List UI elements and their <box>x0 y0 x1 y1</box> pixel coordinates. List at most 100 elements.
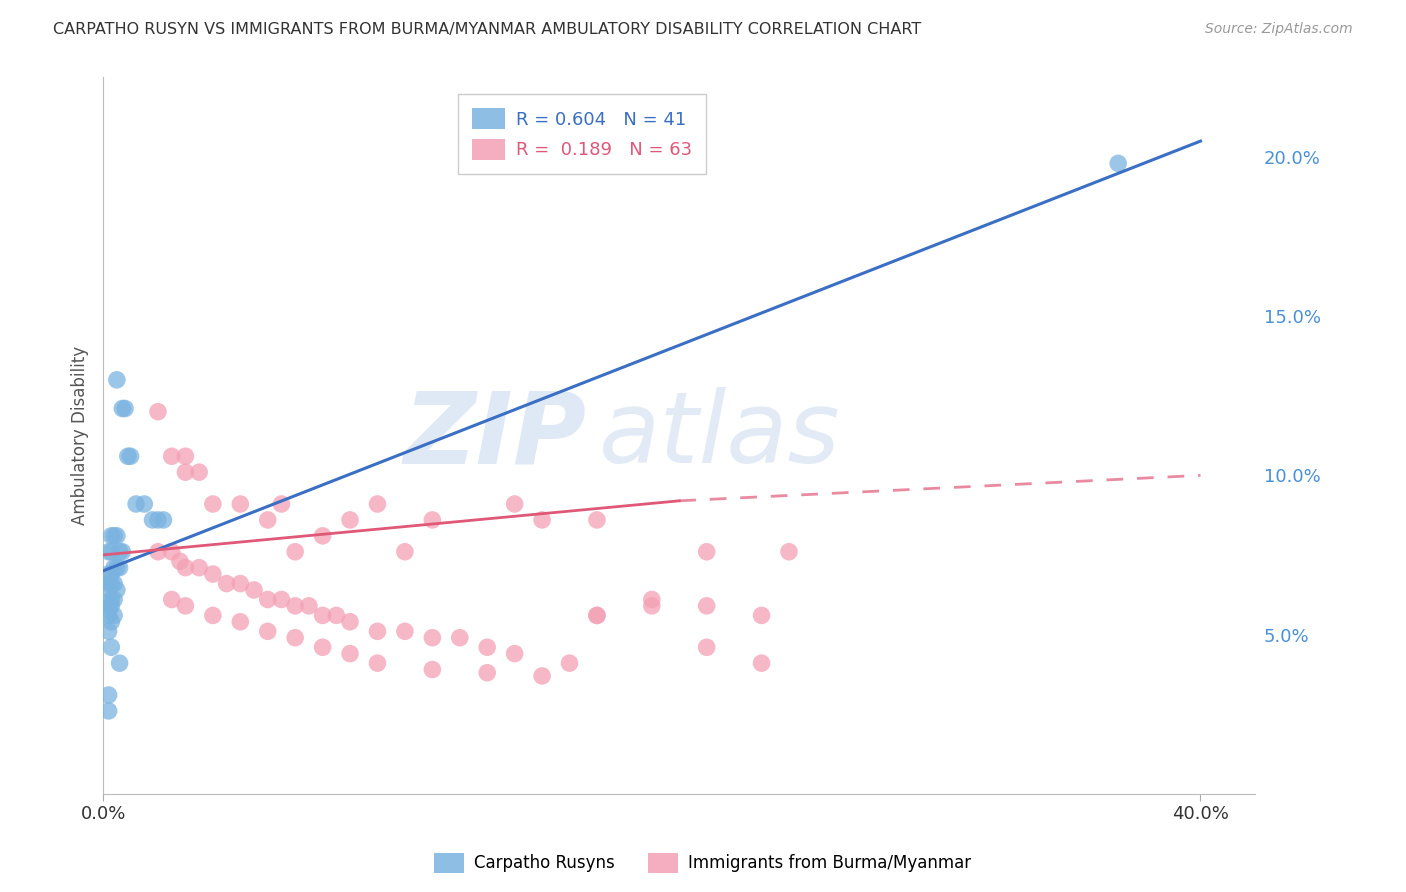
Point <box>420 631 443 645</box>
Point <box>105 560 128 574</box>
Point <box>531 513 554 527</box>
Point <box>146 545 169 559</box>
Point <box>146 405 169 419</box>
Point <box>558 656 581 670</box>
Point <box>284 599 307 613</box>
Point <box>696 640 718 655</box>
Point <box>298 599 321 613</box>
Point <box>503 647 526 661</box>
Point <box>160 592 183 607</box>
Point <box>120 449 142 463</box>
Point <box>270 592 292 607</box>
Point <box>256 624 278 639</box>
Point <box>97 576 120 591</box>
Point <box>160 449 183 463</box>
Point <box>174 449 197 463</box>
Point <box>256 513 278 527</box>
Point <box>325 608 347 623</box>
Point <box>778 545 800 559</box>
Point <box>284 631 307 645</box>
Point <box>696 545 718 559</box>
Point <box>174 599 197 613</box>
Point <box>169 554 191 568</box>
Point <box>97 624 120 639</box>
Point <box>100 592 122 607</box>
Point <box>97 602 120 616</box>
Point <box>97 599 120 613</box>
Point <box>103 560 125 574</box>
Point <box>311 640 333 655</box>
Point <box>105 373 128 387</box>
Legend: R = 0.604   N = 41, R =  0.189   N = 63: R = 0.604 N = 41, R = 0.189 N = 63 <box>458 94 706 174</box>
Point <box>503 497 526 511</box>
Y-axis label: Ambulatory Disability: Ambulatory Disability <box>72 346 89 525</box>
Point <box>229 576 252 591</box>
Legend: Carpatho Rusyns, Immigrants from Burma/Myanmar: Carpatho Rusyns, Immigrants from Burma/M… <box>427 847 979 880</box>
Point <box>97 688 120 702</box>
Point <box>366 624 388 639</box>
Point <box>1107 156 1129 170</box>
Point <box>100 545 122 559</box>
Point <box>586 608 609 623</box>
Point <box>103 576 125 591</box>
Point <box>105 582 128 597</box>
Point <box>284 545 307 559</box>
Point <box>270 497 292 511</box>
Point <box>366 497 388 511</box>
Point <box>339 647 361 661</box>
Point <box>100 615 122 629</box>
Point <box>100 640 122 655</box>
Point <box>141 513 163 527</box>
Point <box>311 529 333 543</box>
Point <box>105 529 128 543</box>
Text: atlas: atlas <box>599 387 841 484</box>
Point <box>696 599 718 613</box>
Point <box>394 624 416 639</box>
Point <box>174 465 197 479</box>
Point <box>201 608 224 623</box>
Point <box>420 663 443 677</box>
Point <box>100 576 122 591</box>
Point <box>160 545 183 559</box>
Point <box>97 608 120 623</box>
Point <box>215 576 238 591</box>
Point <box>103 608 125 623</box>
Point <box>586 513 609 527</box>
Point <box>229 615 252 629</box>
Point <box>100 599 122 613</box>
Point <box>108 656 131 670</box>
Point <box>477 665 499 680</box>
Point <box>111 401 134 416</box>
Point <box>188 465 211 479</box>
Point <box>201 497 224 511</box>
Point <box>420 513 443 527</box>
Point <box>188 560 211 574</box>
Point <box>751 608 773 623</box>
Point <box>531 669 554 683</box>
Point <box>641 599 664 613</box>
Point <box>100 529 122 543</box>
Point <box>366 656 388 670</box>
Point <box>111 545 134 559</box>
Point <box>641 592 664 607</box>
Point <box>114 401 136 416</box>
Point <box>152 513 174 527</box>
Point <box>103 592 125 607</box>
Point <box>256 592 278 607</box>
Point <box>97 582 120 597</box>
Point <box>97 704 120 718</box>
Point <box>243 582 266 597</box>
Point <box>339 513 361 527</box>
Point <box>108 545 131 559</box>
Point <box>174 560 197 574</box>
Point <box>229 497 252 511</box>
Point <box>201 567 224 582</box>
Text: CARPATHO RUSYN VS IMMIGRANTS FROM BURMA/MYANMAR AMBULATORY DISABILITY CORRELATIO: CARPATHO RUSYN VS IMMIGRANTS FROM BURMA/… <box>53 22 922 37</box>
Point <box>339 615 361 629</box>
Point <box>134 497 156 511</box>
Point <box>449 631 471 645</box>
Text: ZIP: ZIP <box>404 387 588 484</box>
Point <box>103 529 125 543</box>
Point <box>751 656 773 670</box>
Point <box>117 449 139 463</box>
